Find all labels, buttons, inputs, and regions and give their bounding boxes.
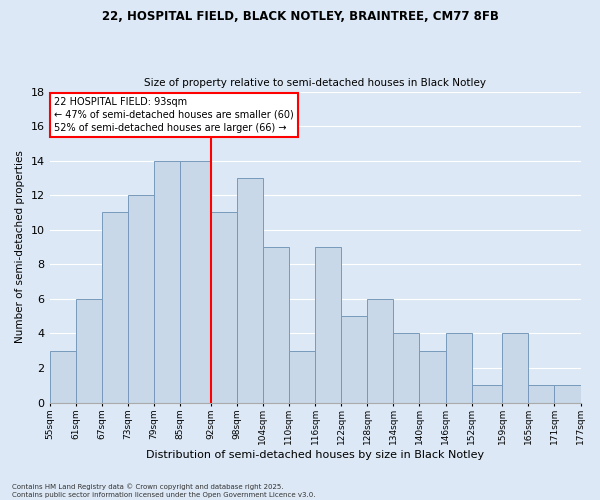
Bar xyxy=(236,178,263,402)
Y-axis label: Number of semi-detached properties: Number of semi-detached properties xyxy=(15,150,25,344)
Bar xyxy=(76,299,102,403)
Bar xyxy=(128,195,154,402)
Bar xyxy=(472,385,502,402)
Bar xyxy=(50,350,76,403)
Bar xyxy=(102,212,128,402)
Bar xyxy=(341,316,367,402)
Bar xyxy=(180,160,211,402)
X-axis label: Distribution of semi-detached houses by size in Black Notley: Distribution of semi-detached houses by … xyxy=(146,450,484,460)
Bar xyxy=(211,212,236,402)
Text: 22 HOSPITAL FIELD: 93sqm
← 47% of semi-detached houses are smaller (60)
52% of s: 22 HOSPITAL FIELD: 93sqm ← 47% of semi-d… xyxy=(54,96,293,133)
Bar xyxy=(394,334,419,402)
Bar xyxy=(554,385,581,402)
Bar xyxy=(419,350,446,403)
Bar xyxy=(263,247,289,402)
Bar xyxy=(289,350,315,403)
Text: 22, HOSPITAL FIELD, BLACK NOTLEY, BRAINTREE, CM77 8FB: 22, HOSPITAL FIELD, BLACK NOTLEY, BRAINT… xyxy=(101,10,499,23)
Bar xyxy=(154,160,180,402)
Text: Contains HM Land Registry data © Crown copyright and database right 2025.
Contai: Contains HM Land Registry data © Crown c… xyxy=(12,484,316,498)
Bar xyxy=(315,247,341,402)
Title: Size of property relative to semi-detached houses in Black Notley: Size of property relative to semi-detach… xyxy=(144,78,486,88)
Bar xyxy=(502,334,528,402)
Bar xyxy=(446,334,472,402)
Bar xyxy=(528,385,554,402)
Bar xyxy=(367,299,394,403)
